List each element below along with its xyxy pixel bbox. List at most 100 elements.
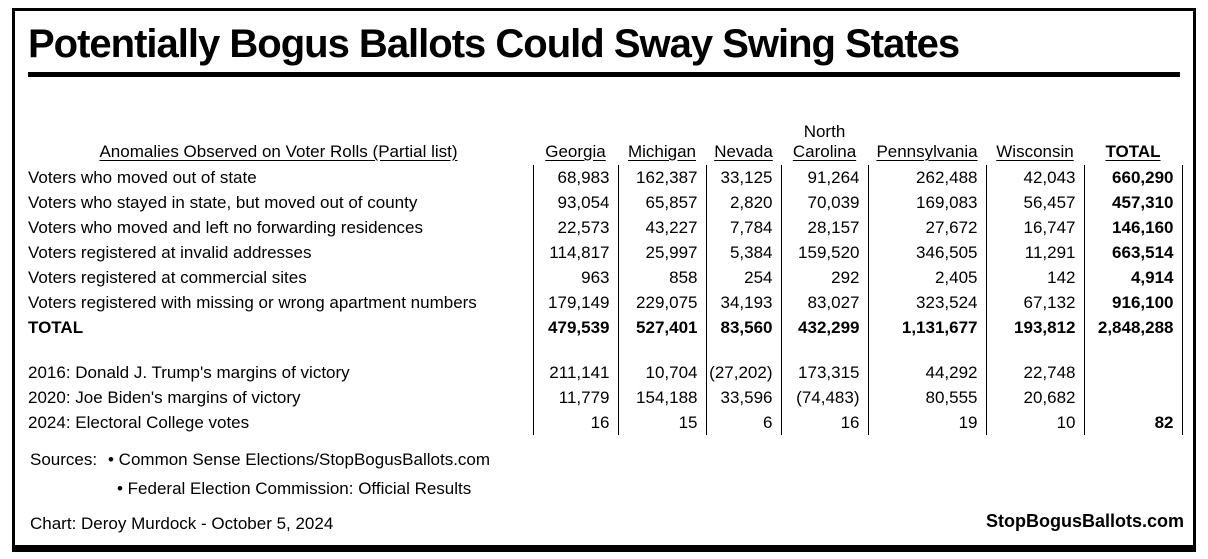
sources-list: • Common Sense Elections/StopBogusBallot… — [108, 450, 490, 508]
cell-value: 6 — [705, 410, 781, 435]
row-label: Voters who stayed in state, but moved ou… — [28, 192, 418, 212]
cell-value: 5,384 — [705, 240, 781, 265]
cell-value: 44,292 — [867, 360, 986, 385]
sources-block: Sources: • Common Sense Elections/StopBo… — [30, 450, 490, 508]
cell-value-total: 146,160 — [1083, 215, 1183, 240]
chart-credit: Chart: Deroy Murdock - October 5, 2024 — [30, 514, 334, 533]
cell-value: (27,202) — [705, 360, 781, 385]
cell-value: 7,784 — [705, 215, 781, 240]
column-header-michigan: Michigan — [627, 142, 697, 161]
cell-value: 28,157 — [780, 215, 868, 240]
column-header-wisconsin: Wisconsin — [996, 142, 1074, 161]
cell-value: 42,043 — [985, 165, 1084, 190]
cell-value: 2,405 — [867, 265, 986, 290]
voter-anomalies-table: Anomalies Observed on Voter Rolls (Parti… — [24, 98, 1183, 435]
table-row: Voters registered with missing or wrong … — [24, 290, 1183, 315]
row-label: Voters registered at commercial sites — [28, 267, 307, 287]
cell-value-total: 663,514 — [1083, 240, 1183, 265]
source-item: • Federal Election Commission: Official … — [117, 479, 472, 498]
cell-value: 91,264 — [780, 165, 868, 190]
cell-value: 11,779 — [532, 385, 618, 410]
cell-value: 83,560 — [705, 315, 781, 340]
cell-value: 10 — [985, 410, 1084, 435]
source-item: • Common Sense Elections/StopBogusBallot… — [108, 450, 491, 469]
row-label: Voters registered at invalid addresses — [28, 242, 312, 262]
cell-value: 2,820 — [705, 190, 781, 215]
cell-value: 262,488 — [867, 165, 986, 190]
cell-value: 65,857 — [617, 190, 706, 215]
cell-value-total: 82 — [1083, 410, 1183, 435]
cell-value: 83,027 — [780, 290, 868, 315]
cell-value: 22,573 — [532, 215, 618, 240]
cell-value: 479,539 — [532, 315, 618, 340]
sources-label: Sources: — [30, 450, 98, 469]
table-row: 2016: Donald J. Trump's margins of victo… — [24, 360, 1183, 385]
cell-value: 19 — [867, 410, 986, 435]
cell-value: 22,748 — [985, 360, 1084, 385]
column-header-pennsylvania: Pennsylvania — [876, 142, 978, 161]
column-header-total: TOTAL — [1105, 142, 1161, 161]
cell-value: 10,704 — [617, 360, 706, 385]
row-label: 2024: Electoral College votes — [28, 412, 250, 432]
cell-value: 254 — [705, 265, 781, 290]
column-header-nevada: Nevada — [714, 142, 773, 161]
cell-value: 68,983 — [532, 165, 618, 190]
row-label: 2016: Donald J. Trump's margins of victo… — [28, 362, 350, 382]
cell-value: 93,054 — [532, 190, 618, 215]
table-row: Voters who stayed in state, but moved ou… — [24, 190, 1183, 215]
cell-value: 56,457 — [985, 190, 1084, 215]
cell-value-total — [1083, 385, 1183, 410]
cell-value: 27,672 — [867, 215, 986, 240]
cell-value: 858 — [617, 265, 706, 290]
cell-value: 11,291 — [985, 240, 1084, 265]
cell-value: 963 — [532, 265, 618, 290]
cell-value-total: 4,914 — [1083, 265, 1183, 290]
table-row-total: TOTAL 479,539 527,401 83,560 432,299 1,1… — [24, 315, 1183, 340]
cell-value: 16,747 — [985, 215, 1084, 240]
cell-value: 33,125 — [705, 165, 781, 190]
cell-value: 33,596 — [705, 385, 781, 410]
cell-value: 346,505 — [867, 240, 986, 265]
cell-value: 16 — [780, 410, 868, 435]
table-row: Voters who moved out of state 68,983 162… — [24, 165, 1183, 190]
cell-value-total: 660,290 — [1083, 165, 1183, 190]
cell-value: (74,483) — [780, 385, 868, 410]
spacer-row — [24, 340, 1183, 360]
cell-value: 229,075 — [617, 290, 706, 315]
row-label: Voters who moved out of state — [28, 167, 257, 187]
row-label: TOTAL — [28, 317, 84, 337]
cell-value: 16 — [532, 410, 618, 435]
column-header-north-carolina: North Carolina — [792, 122, 857, 161]
cell-value: 211,141 — [532, 360, 618, 385]
cell-value-total: 2,848,288 — [1083, 315, 1183, 340]
column-header-georgia: Georgia — [545, 142, 606, 161]
cell-value: 43,227 — [617, 215, 706, 240]
page-title: Potentially Bogus Ballots Could Sway Swi… — [28, 22, 1180, 77]
cell-value: 142 — [985, 265, 1084, 290]
cell-value: 67,132 — [985, 290, 1084, 315]
cell-value: 114,817 — [532, 240, 618, 265]
cell-value: 432,299 — [780, 315, 868, 340]
site-name: StopBogusBallots.com — [985, 511, 1184, 531]
cell-value: 80,555 — [867, 385, 986, 410]
cell-value: 162,387 — [617, 165, 706, 190]
cell-value: 20,682 — [985, 385, 1084, 410]
cell-value: 179,149 — [532, 290, 618, 315]
cell-value-total: 916,100 — [1083, 290, 1183, 315]
cell-value: 25,997 — [617, 240, 706, 265]
anomalies-header: Anomalies Observed on Voter Rolls (Parti… — [99, 142, 458, 161]
cell-value: 173,315 — [780, 360, 868, 385]
row-label: 2020: Joe Biden's margins of victory — [28, 387, 301, 407]
cell-value: 1,131,677 — [867, 315, 986, 340]
table-row: Voters registered at commercial sites 96… — [24, 265, 1183, 290]
table-row: 2024: Electoral College votes 16 15 6 16… — [24, 410, 1183, 435]
table-row: Voters registered at invalid addresses 1… — [24, 240, 1183, 265]
cell-value: 527,401 — [617, 315, 706, 340]
cell-value: 292 — [780, 265, 868, 290]
cell-value: 70,039 — [780, 190, 868, 215]
cell-value-total — [1083, 360, 1183, 385]
cell-value: 154,188 — [617, 385, 706, 410]
table-row: 2020: Joe Biden's margins of victory 11,… — [24, 385, 1183, 410]
cell-value-total: 457,310 — [1083, 190, 1183, 215]
cell-value: 323,524 — [867, 290, 986, 315]
